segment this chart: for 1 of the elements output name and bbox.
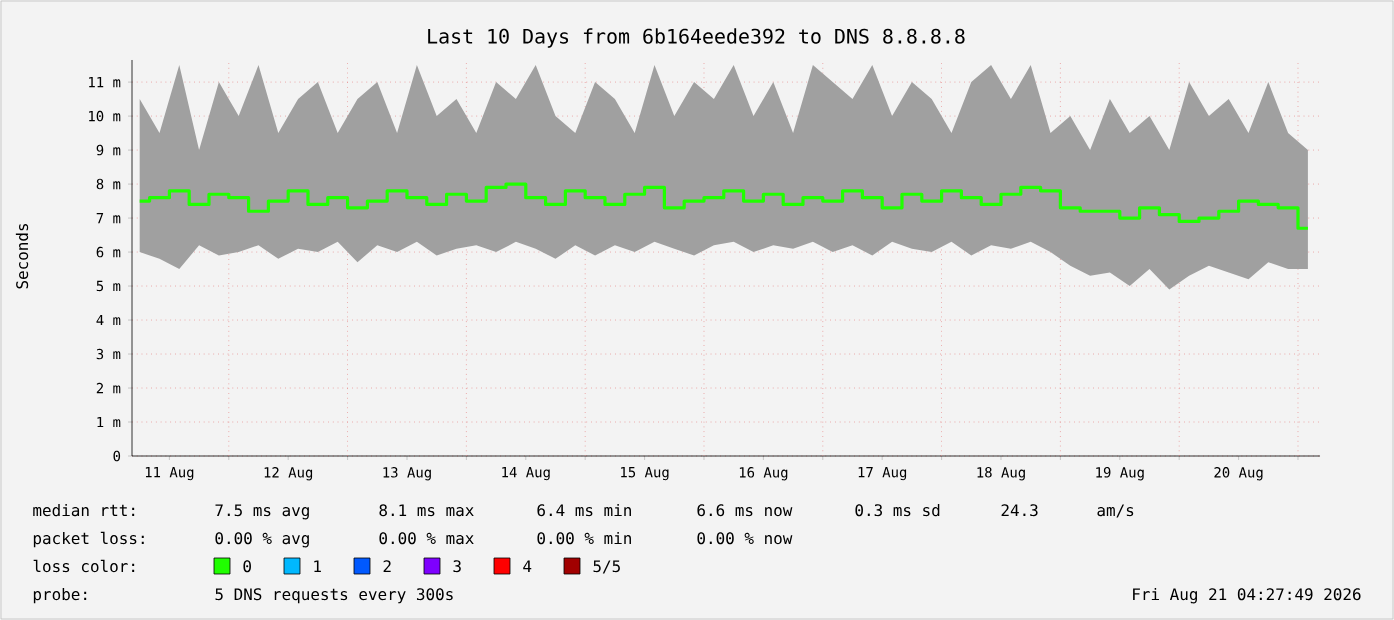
- chart-title: Last 10 Days from 6b164eede392 to DNS 8.8.8.8: [428, 28, 965, 48]
